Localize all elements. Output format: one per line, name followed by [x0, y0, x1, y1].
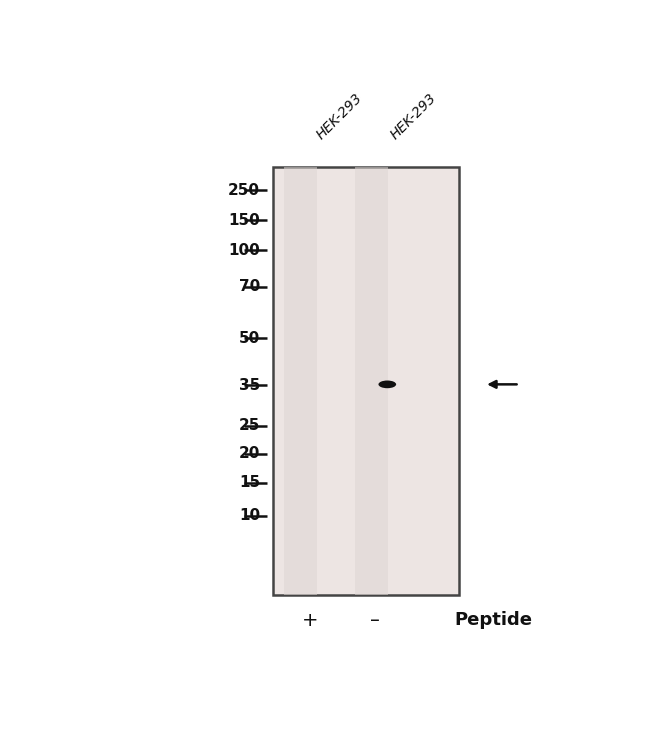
Bar [273, 167, 459, 595]
Text: +: + [302, 611, 318, 630]
Text: HEK-293: HEK-293 [388, 91, 439, 142]
Text: 250: 250 [228, 183, 260, 198]
Text: HEK-293: HEK-293 [314, 91, 365, 142]
Text: 50: 50 [239, 331, 260, 346]
Ellipse shape [378, 381, 396, 388]
Bar [355, 167, 388, 595]
Text: 15: 15 [239, 475, 260, 490]
Text: 70: 70 [239, 279, 260, 294]
Text: 20: 20 [239, 447, 260, 461]
Text: 10: 10 [239, 508, 260, 523]
Bar [284, 167, 317, 595]
Text: Peptide: Peptide [454, 611, 532, 630]
Text: 25: 25 [239, 419, 260, 433]
Text: 35: 35 [239, 378, 260, 392]
Text: 150: 150 [228, 213, 260, 228]
Text: 100: 100 [228, 243, 260, 258]
Text: –: – [370, 611, 380, 630]
